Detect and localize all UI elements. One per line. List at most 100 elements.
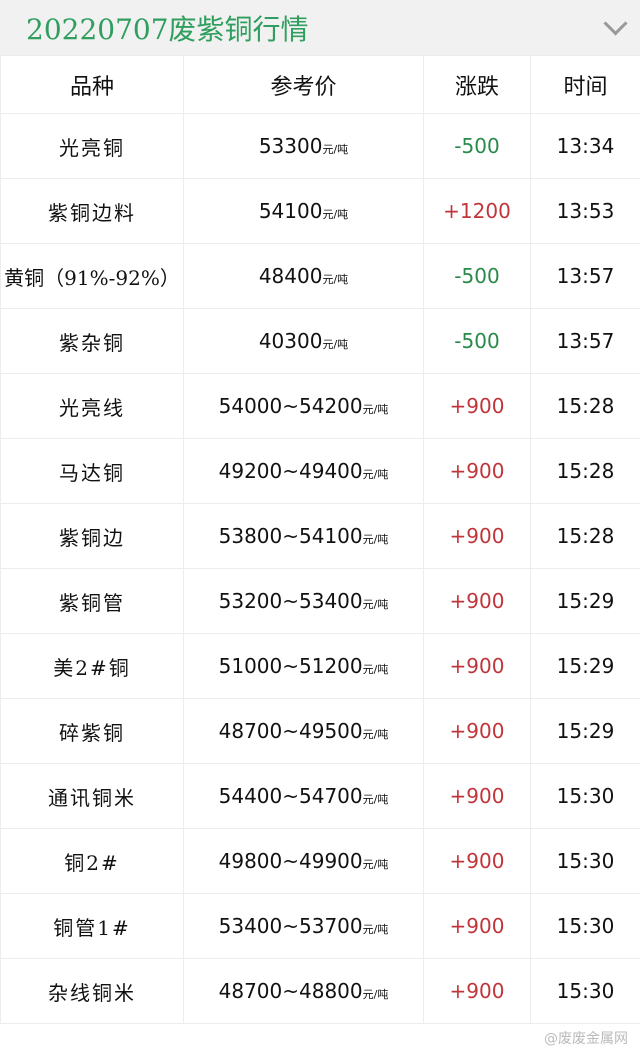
time-cell: 15:30	[530, 958, 640, 1024]
price-value: 40300	[258, 329, 323, 353]
table-row: 紫杂铜 40300元/吨 -500 13:57	[0, 308, 640, 374]
table-row: 铜管1# 53400~53700元/吨 +900 15:30	[0, 893, 640, 959]
price-cell: 49200~49400元/吨	[183, 438, 424, 504]
time-cell: 13:57	[530, 243, 640, 309]
price-unit: 元/吨	[362, 728, 389, 741]
chevron-down-icon[interactable]	[602, 15, 628, 41]
price-value: 48400	[258, 264, 323, 288]
variety-cell: 紫铜边	[0, 503, 184, 569]
price-unit: 元/吨	[362, 793, 389, 806]
variety-cell: 通讯铜米	[0, 763, 184, 829]
change-cell: +900	[423, 828, 531, 894]
column-header-time: 时间	[530, 55, 640, 114]
price-value: 48700~49500	[218, 719, 363, 743]
change-cell: +900	[423, 568, 531, 634]
variety-cell: 光亮线	[0, 373, 184, 439]
page-header: 20220707废紫铜行情	[0, 0, 640, 55]
column-header-variety: 品种	[0, 55, 184, 114]
price-unit: 元/吨	[362, 858, 389, 871]
variety-cell: 紫铜管	[0, 568, 184, 634]
time-cell: 13:53	[530, 178, 640, 244]
price-cell: 48400元/吨	[183, 243, 424, 309]
variety-cell: 黄铜（91%-92%）	[0, 243, 184, 309]
price-unit: 元/吨	[362, 533, 389, 546]
price-unit: 元/吨	[362, 403, 389, 416]
table-row: 碎紫铜 48700~49500元/吨 +900 15:29	[0, 698, 640, 764]
variety-cell: 杂线铜米	[0, 958, 184, 1024]
page-title: 20220707废紫铜行情	[26, 12, 309, 46]
table-row: 美2#铜 51000~51200元/吨 +900 15:29	[0, 633, 640, 699]
variety-cell: 美2#铜	[0, 633, 184, 699]
time-cell: 15:28	[530, 373, 640, 439]
change-cell: +900	[423, 698, 531, 764]
price-cell: 48700~49500元/吨	[183, 698, 424, 764]
price-cell: 53800~54100元/吨	[183, 503, 424, 569]
change-cell: +900	[423, 373, 531, 439]
change-cell: +900	[423, 763, 531, 829]
price-cell: 51000~51200元/吨	[183, 633, 424, 699]
price-value: 53400~53700	[218, 914, 363, 938]
change-cell: -500	[423, 308, 531, 374]
table-row: 铜2# 49800~49900元/吨 +900 15:30	[0, 828, 640, 894]
change-cell: +900	[423, 503, 531, 569]
time-cell: 13:57	[530, 308, 640, 374]
price-value: 53300	[258, 134, 323, 158]
time-cell: 15:29	[530, 698, 640, 764]
price-cell: 53300元/吨	[183, 113, 424, 179]
time-cell: 15:28	[530, 503, 640, 569]
time-cell: 13:34	[530, 113, 640, 179]
price-cell: 54100元/吨	[183, 178, 424, 244]
price-value: 53800~54100	[218, 524, 363, 548]
table-row: 杂线铜米 48700~48800元/吨 +900 15:30	[0, 958, 640, 1024]
table-row: 通讯铜米 54400~54700元/吨 +900 15:30	[0, 763, 640, 829]
table-row: 光亮线 54000~54200元/吨 +900 15:28	[0, 373, 640, 439]
price-cell: 40300元/吨	[183, 308, 424, 374]
change-cell: +1200	[423, 178, 531, 244]
table-row: 黄铜（91%-92%） 48400元/吨 -500 13:57	[0, 243, 640, 309]
price-unit: 元/吨	[322, 338, 349, 351]
variety-cell: 铜2#	[0, 828, 184, 894]
column-header-change: 涨跌	[423, 55, 531, 114]
price-unit: 元/吨	[362, 923, 389, 936]
time-cell: 15:29	[530, 568, 640, 634]
price-unit: 元/吨	[362, 598, 389, 611]
price-cell: 53200~53400元/吨	[183, 568, 424, 634]
price-cell: 48700~48800元/吨	[183, 958, 424, 1024]
time-cell: 15:30	[530, 893, 640, 959]
time-cell: 15:28	[530, 438, 640, 504]
change-cell: -500	[423, 243, 531, 309]
price-cell: 54000~54200元/吨	[183, 373, 424, 439]
change-cell: +900	[423, 438, 531, 504]
time-cell: 15:30	[530, 828, 640, 894]
price-cell: 54400~54700元/吨	[183, 763, 424, 829]
price-unit: 元/吨	[362, 663, 389, 676]
price-unit: 元/吨	[322, 273, 349, 286]
price-unit: 元/吨	[362, 988, 389, 1001]
price-table: 品种 参考价 涨跌 时间 光亮铜 53300元/吨 -500 13:34 紫铜边料…	[0, 55, 640, 1024]
price-value: 53200~53400	[218, 589, 363, 613]
price-value: 49800~49900	[218, 849, 363, 873]
variety-cell: 紫铜边料	[0, 178, 184, 244]
watermark: @废废金属网	[544, 1031, 628, 1047]
variety-cell: 碎紫铜	[0, 698, 184, 764]
table-row: 紫铜边料 54100元/吨 +1200 13:53	[0, 178, 640, 244]
price-value: 49200~49400	[218, 459, 363, 483]
variety-cell: 光亮铜	[0, 113, 184, 179]
time-cell: 15:30	[530, 763, 640, 829]
price-unit: 元/吨	[322, 208, 349, 221]
table-row: 紫铜边 53800~54100元/吨 +900 15:28	[0, 503, 640, 569]
table-row: 紫铜管 53200~53400元/吨 +900 15:29	[0, 568, 640, 634]
variety-cell: 紫杂铜	[0, 308, 184, 374]
price-value: 54000~54200	[218, 394, 363, 418]
price-value: 48700~48800	[218, 979, 363, 1003]
table-row: 马达铜 49200~49400元/吨 +900 15:28	[0, 438, 640, 504]
time-cell: 15:29	[530, 633, 640, 699]
variety-cell: 铜管1#	[0, 893, 184, 959]
variety-cell: 马达铜	[0, 438, 184, 504]
price-value: 51000~51200	[218, 654, 363, 678]
price-unit: 元/吨	[362, 468, 389, 481]
price-value: 54100	[258, 199, 323, 223]
change-cell: +900	[423, 633, 531, 699]
price-cell: 53400~53700元/吨	[183, 893, 424, 959]
price-unit: 元/吨	[322, 143, 349, 156]
